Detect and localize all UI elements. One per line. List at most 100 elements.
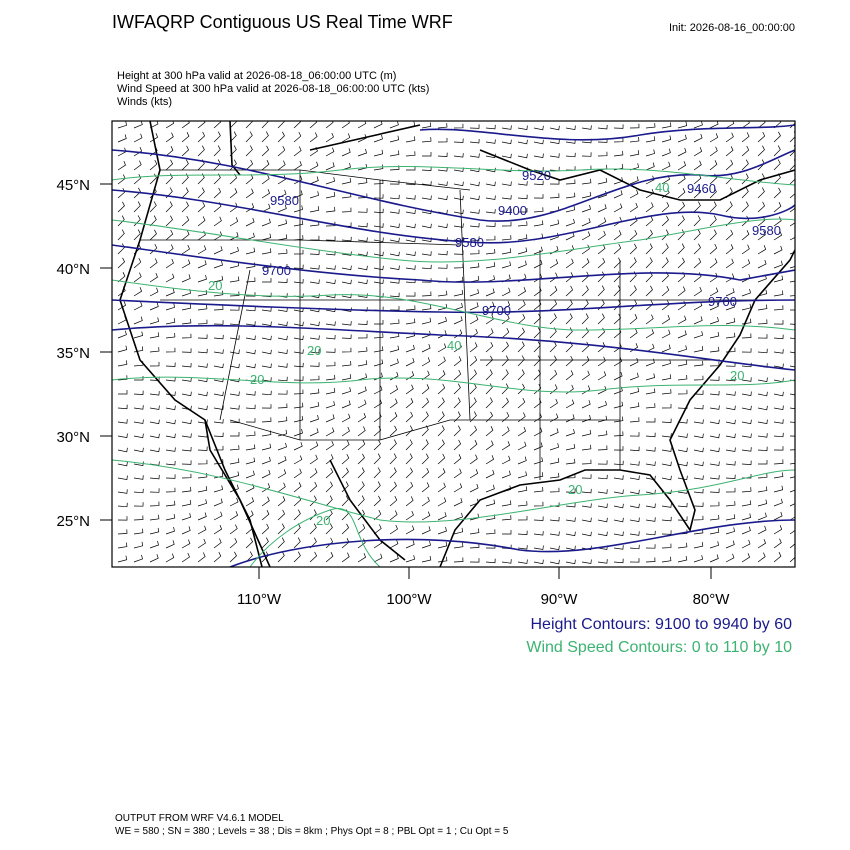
wind-barb <box>565 152 576 158</box>
wind-barb <box>741 333 752 339</box>
wind-barb <box>741 419 752 425</box>
wind-barb <box>693 272 702 283</box>
wind-barb <box>421 397 430 409</box>
wind-barb <box>645 188 655 199</box>
wind-barb <box>677 315 687 325</box>
wind-barb <box>261 145 270 157</box>
wind-barb <box>453 138 464 143</box>
wind-barb <box>709 514 720 521</box>
wind-barb <box>773 202 782 213</box>
wind-barb <box>645 403 656 409</box>
wind-barb <box>485 469 495 479</box>
wind-barb <box>645 329 655 339</box>
wind-barb <box>613 371 623 381</box>
wind-barb <box>373 495 381 507</box>
wind-barb <box>181 526 191 535</box>
wind-barb <box>469 454 478 465</box>
field-label: Height at 300 hPa valid at 2026-08-18_06… <box>117 70 396 82</box>
wind-barb <box>165 540 175 549</box>
wind-barb <box>469 383 477 395</box>
wind-barb <box>613 257 621 269</box>
wind-barb <box>629 461 640 466</box>
wind-barb <box>485 301 495 311</box>
axis-ticks <box>100 183 712 579</box>
wind-barb <box>309 388 320 395</box>
wind-barb <box>229 497 239 507</box>
wind-barb <box>213 419 224 424</box>
wind-barb <box>293 482 302 493</box>
wind-barb <box>277 249 288 255</box>
wind-barb <box>421 482 430 493</box>
wind-barb <box>661 516 672 522</box>
wind-barb <box>533 220 544 227</box>
wind-barb <box>405 425 413 437</box>
wind-barb <box>357 121 367 129</box>
wind-barb <box>357 523 366 535</box>
wind-barb <box>549 472 560 479</box>
wind-barb <box>501 327 510 339</box>
wind-barb <box>645 489 656 495</box>
wind-barb <box>229 363 240 369</box>
wind-barb <box>629 150 640 157</box>
wind-barb <box>117 315 127 325</box>
wind-barb <box>565 473 576 479</box>
wind-barb <box>357 495 365 507</box>
wind-barb <box>261 417 272 423</box>
wind-barb <box>117 475 128 481</box>
wind-barb <box>485 383 493 395</box>
wind-barb <box>789 503 795 507</box>
wind-barb <box>229 484 239 493</box>
wind-barb <box>325 192 336 199</box>
wind-barb <box>421 304 432 311</box>
height-label: 9400 <box>498 203 527 218</box>
wind-barb <box>533 259 543 269</box>
wind-barb <box>581 341 590 353</box>
wind-barb <box>389 371 399 381</box>
wind-barb <box>645 285 653 297</box>
wind-barb <box>293 455 303 465</box>
wind-barb <box>277 335 288 341</box>
wind-barb <box>133 133 143 143</box>
wind-barb <box>181 348 192 353</box>
wind-barb <box>613 299 621 311</box>
wind-barb <box>261 307 272 312</box>
wind-barb <box>773 260 783 269</box>
wind-barb <box>181 274 191 283</box>
wind-barb <box>661 161 671 171</box>
wind-barb <box>133 528 144 535</box>
wind-barb <box>341 347 352 353</box>
wind-barb <box>677 516 688 521</box>
wind-barb <box>741 391 752 397</box>
wind-barb <box>341 251 352 256</box>
wind-barb <box>565 327 573 339</box>
wind-barb <box>661 122 672 129</box>
wind-barb <box>181 539 191 549</box>
wind-barb <box>453 369 462 381</box>
wind-barb <box>613 150 624 157</box>
wind-barb <box>757 201 766 213</box>
wind-barb <box>693 229 701 241</box>
wind-barb <box>677 360 688 367</box>
wind-barb <box>709 501 720 507</box>
wind-barb <box>677 404 688 409</box>
wind-barb <box>549 299 558 311</box>
wind-barb <box>757 319 768 325</box>
wind-barb <box>421 181 432 186</box>
wind-barb <box>501 441 511 451</box>
wind-barb <box>709 405 720 410</box>
wind-barb <box>741 159 749 171</box>
wind-barb <box>373 524 382 535</box>
wind-barb <box>117 272 126 283</box>
wind-barb <box>437 167 448 172</box>
wind-barb <box>373 346 384 353</box>
wind-barb <box>277 482 286 493</box>
wind-barb <box>181 473 192 479</box>
wind-barb <box>661 475 672 481</box>
wind-barb <box>629 123 640 129</box>
wind-barb <box>341 148 351 157</box>
wind-barb <box>549 487 560 493</box>
wind-barb <box>501 235 512 241</box>
wind-barb <box>629 544 640 550</box>
wind-barb <box>581 231 591 241</box>
wind-barb <box>597 177 608 185</box>
